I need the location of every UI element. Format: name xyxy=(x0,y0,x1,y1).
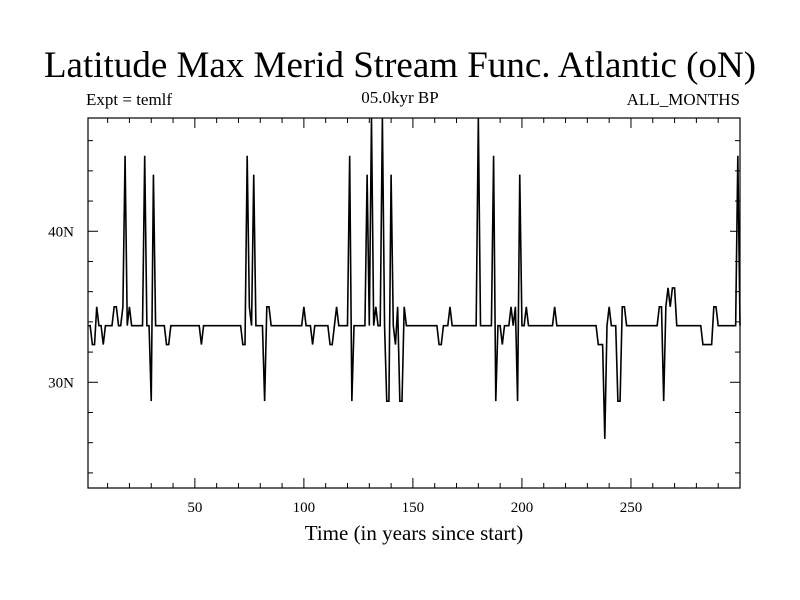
x-tick-label: 200 xyxy=(511,500,534,516)
x-tick-label: 100 xyxy=(293,500,316,516)
x-tick-label: 250 xyxy=(620,500,643,516)
y-tick-labels: 30N 40N xyxy=(48,224,74,391)
period-label: 05.0kyr BP xyxy=(361,88,439,107)
tick-marks xyxy=(88,118,740,488)
x-tick-label: 50 xyxy=(187,500,202,516)
y-tick-label: 40N xyxy=(48,224,74,240)
months-label: ALL_MONTHS xyxy=(626,90,740,109)
series-line xyxy=(88,117,741,439)
x-axis-label: Time (in years since start) xyxy=(305,521,524,545)
chart-title: Latitude Max Merid Stream Func. Atlantic… xyxy=(43,45,757,86)
experiment-label: Expt = temlf xyxy=(86,90,173,109)
x-tick-labels: 50 100 150 200 250 xyxy=(187,500,642,516)
x-tick-label: 150 xyxy=(402,500,425,516)
y-tick-label: 30N xyxy=(48,375,74,391)
plot-frame xyxy=(87,117,741,489)
